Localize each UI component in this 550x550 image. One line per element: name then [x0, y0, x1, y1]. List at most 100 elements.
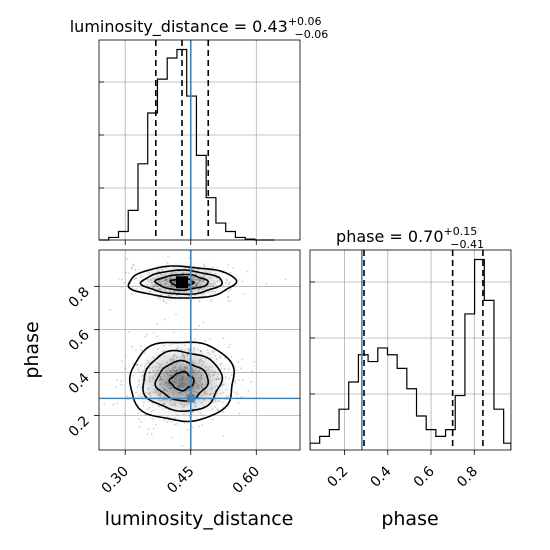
sample-point — [175, 348, 178, 351]
phase-title-upper: +0.15 — [444, 225, 478, 238]
sample-point — [146, 333, 149, 336]
contour-mode-0-level-2 — [139, 269, 224, 296]
sample-point — [247, 390, 250, 393]
sample-point — [242, 379, 245, 382]
sample-point — [229, 288, 232, 290]
scatter-xtick-label-1: 0.45 — [164, 464, 197, 497]
sample-point — [222, 337, 225, 340]
sample-point — [140, 344, 143, 347]
sample-point — [161, 351, 164, 353]
sample-point — [125, 271, 128, 274]
sample-point — [135, 349, 137, 351]
sample-point — [222, 401, 224, 404]
phase-histogram-panel: 0.2 0.4 0.6 0.8 — [309, 249, 512, 491]
sample-point — [200, 414, 203, 416]
sample-point — [123, 281, 125, 284]
sample-point — [253, 360, 256, 363]
sample-point — [163, 349, 165, 352]
sample-point — [140, 364, 142, 367]
sample-point — [121, 278, 123, 281]
sample-point — [187, 348, 190, 350]
sample-point — [173, 331, 176, 334]
sample-point — [157, 296, 159, 299]
sample-point — [219, 392, 222, 395]
sample-point — [128, 330, 131, 333]
scatter-frame — [98, 249, 301, 451]
sample-point — [166, 421, 169, 424]
sample-point — [168, 294, 171, 297]
sample-point — [141, 395, 144, 398]
sample-point — [210, 299, 213, 302]
sample-point — [234, 365, 237, 368]
sample-point — [193, 348, 196, 350]
sample-point — [143, 352, 146, 354]
sample-point — [177, 346, 179, 349]
sample-point — [265, 282, 267, 285]
phase-hist-frame — [309, 249, 512, 451]
sample-point — [167, 294, 170, 296]
luminosity-distance-title: luminosity_distance = 0.43+0.06 −0.06 — [70, 15, 329, 41]
sample-point — [148, 407, 151, 409]
sample-point — [170, 420, 173, 423]
sample-point — [209, 271, 211, 274]
sample-point — [211, 351, 214, 353]
sample-point — [212, 401, 215, 403]
sample-point — [227, 296, 230, 299]
sample-point — [199, 350, 202, 353]
sample-point — [150, 411, 153, 413]
sample-point — [183, 344, 186, 347]
sample-point — [204, 270, 207, 273]
sample-point — [183, 421, 186, 424]
sample-point — [133, 278, 136, 281]
contour-mode-1-level-3 — [128, 341, 236, 423]
sample-point — [238, 412, 241, 415]
sample-point — [192, 410, 194, 413]
sample-point — [137, 412, 139, 415]
sample-point — [150, 433, 153, 436]
sample-point — [147, 428, 150, 430]
sample-point — [120, 380, 123, 382]
sample-point — [155, 423, 158, 426]
sample-point — [135, 277, 138, 280]
sample-point — [227, 295, 229, 298]
sample-point — [191, 268, 194, 271]
sample-point — [251, 370, 254, 373]
sample-point — [250, 380, 253, 383]
sample-point — [214, 400, 217, 403]
sample-point — [201, 293, 203, 295]
sample-point — [235, 369, 238, 372]
sample-point — [242, 293, 245, 295]
lumdist-hist-hist-steps — [99, 48, 275, 241]
phase-hist-hist-steps — [310, 258, 511, 450]
sample-point — [136, 368, 139, 371]
sample-point — [135, 391, 137, 394]
sample-point — [215, 358, 218, 360]
sample-point — [161, 268, 164, 271]
phase-title-main: phase = 0.70 — [336, 227, 443, 246]
sample-point — [237, 401, 240, 404]
scatter-xlabel: luminosity_distance — [105, 508, 294, 530]
sample-point — [131, 287, 134, 289]
sample-point — [200, 350, 203, 353]
sample-point — [217, 400, 219, 403]
sample-point — [152, 356, 154, 358]
sample-point — [142, 404, 145, 407]
sample-point — [204, 339, 207, 342]
sample-point — [194, 327, 197, 330]
sample-point — [188, 348, 191, 351]
sample-point — [229, 299, 232, 302]
scatter-xtick-label-0: 0.30 — [99, 464, 132, 497]
sample-point — [211, 266, 214, 269]
luminosity-distance-histogram-panel — [98, 39, 301, 245]
sample-point — [148, 290, 151, 293]
sample-point — [117, 277, 120, 280]
sample-point — [203, 292, 206, 295]
sample-point — [140, 348, 143, 351]
sample-point — [127, 272, 130, 274]
contour-mode-0-level-1 — [154, 273, 210, 292]
sample-point — [152, 427, 155, 430]
sample-point — [162, 300, 165, 303]
sample-point — [169, 344, 172, 347]
sample-point — [220, 362, 223, 365]
